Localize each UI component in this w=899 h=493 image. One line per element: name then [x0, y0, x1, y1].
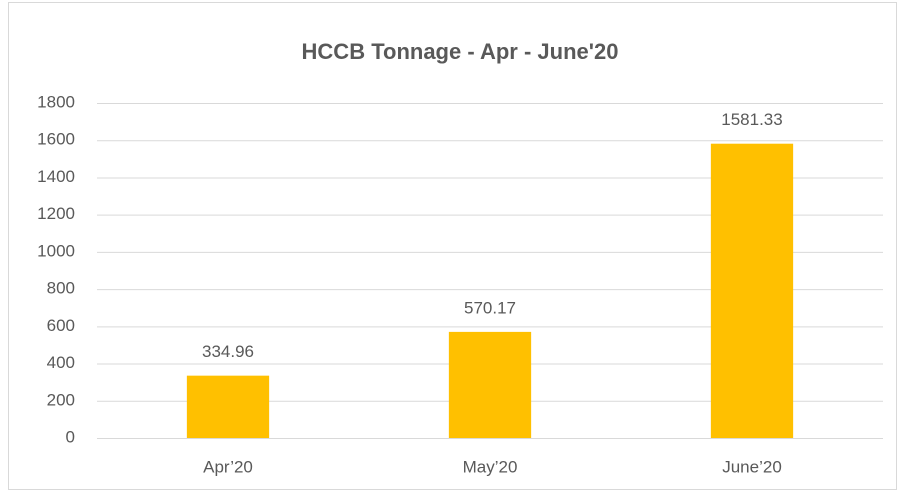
- bar: [448, 331, 532, 438]
- x-tick-label: May’20: [463, 457, 518, 476]
- y-tick-label: 600: [47, 316, 75, 335]
- y-tick-label: 0: [66, 427, 75, 446]
- bar: [186, 375, 270, 438]
- x-tick-label: Apr’20: [203, 457, 253, 476]
- y-tick-label: 1600: [37, 130, 75, 149]
- chart-title: HCCB Tonnage - Apr - June'20: [302, 39, 619, 64]
- data-label: 570.17: [464, 298, 516, 317]
- y-tick-label: 1800: [37, 92, 75, 111]
- y-tick-label: 1000: [37, 241, 75, 260]
- y-tick-label: 400: [47, 353, 75, 372]
- data-label: 334.96: [202, 342, 254, 361]
- bar: [710, 143, 794, 439]
- y-tick-label: 800: [47, 279, 75, 298]
- y-tick-label: 1200: [37, 204, 75, 223]
- y-tick-label: 1400: [37, 167, 75, 186]
- x-tick-label: June’20: [722, 457, 782, 476]
- y-tick-label: 200: [47, 390, 75, 409]
- data-label: 1581.33: [721, 110, 782, 129]
